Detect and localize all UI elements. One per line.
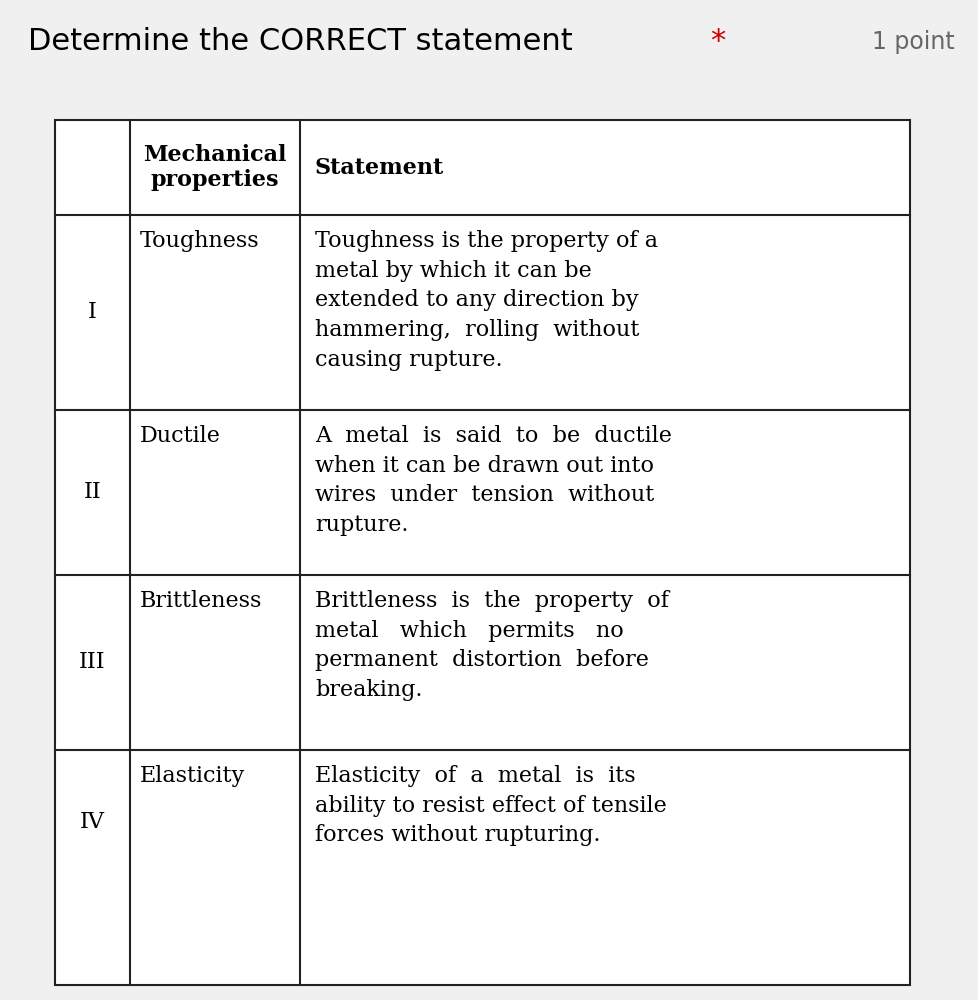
Text: II: II (83, 482, 102, 504)
Text: Toughness: Toughness (140, 230, 259, 252)
Text: I: I (88, 302, 97, 324)
Text: Elasticity  of  a  metal  is  its
ability to resist effect of tensile
forces wit: Elasticity of a metal is its ability to … (315, 765, 666, 846)
Bar (55, 120, 910, 985)
Text: 1 point: 1 point (871, 30, 954, 54)
Text: Brittleness  is  the  property  of
metal   which   permits   no
permanent  disto: Brittleness is the property of metal whi… (315, 590, 668, 701)
Text: Brittleness: Brittleness (140, 590, 262, 612)
Text: Mechanical
properties: Mechanical properties (143, 144, 287, 191)
Text: Toughness is the property of a
metal by which it can be
extended to any directio: Toughness is the property of a metal by … (315, 230, 657, 371)
Bar (130, 120, 910, 215)
Text: Determine the CORRECT statement: Determine the CORRECT statement (28, 27, 572, 56)
Text: *: * (709, 27, 725, 56)
Text: Ductile: Ductile (140, 425, 221, 447)
Text: A  metal  is  said  to  be  ductile
when it can be drawn out into
wires  under  : A metal is said to be ductile when it ca… (315, 425, 671, 536)
Text: Elasticity: Elasticity (140, 765, 245, 787)
Text: III: III (79, 652, 106, 674)
Text: Statement: Statement (315, 156, 444, 178)
Text: IV: IV (80, 812, 105, 834)
